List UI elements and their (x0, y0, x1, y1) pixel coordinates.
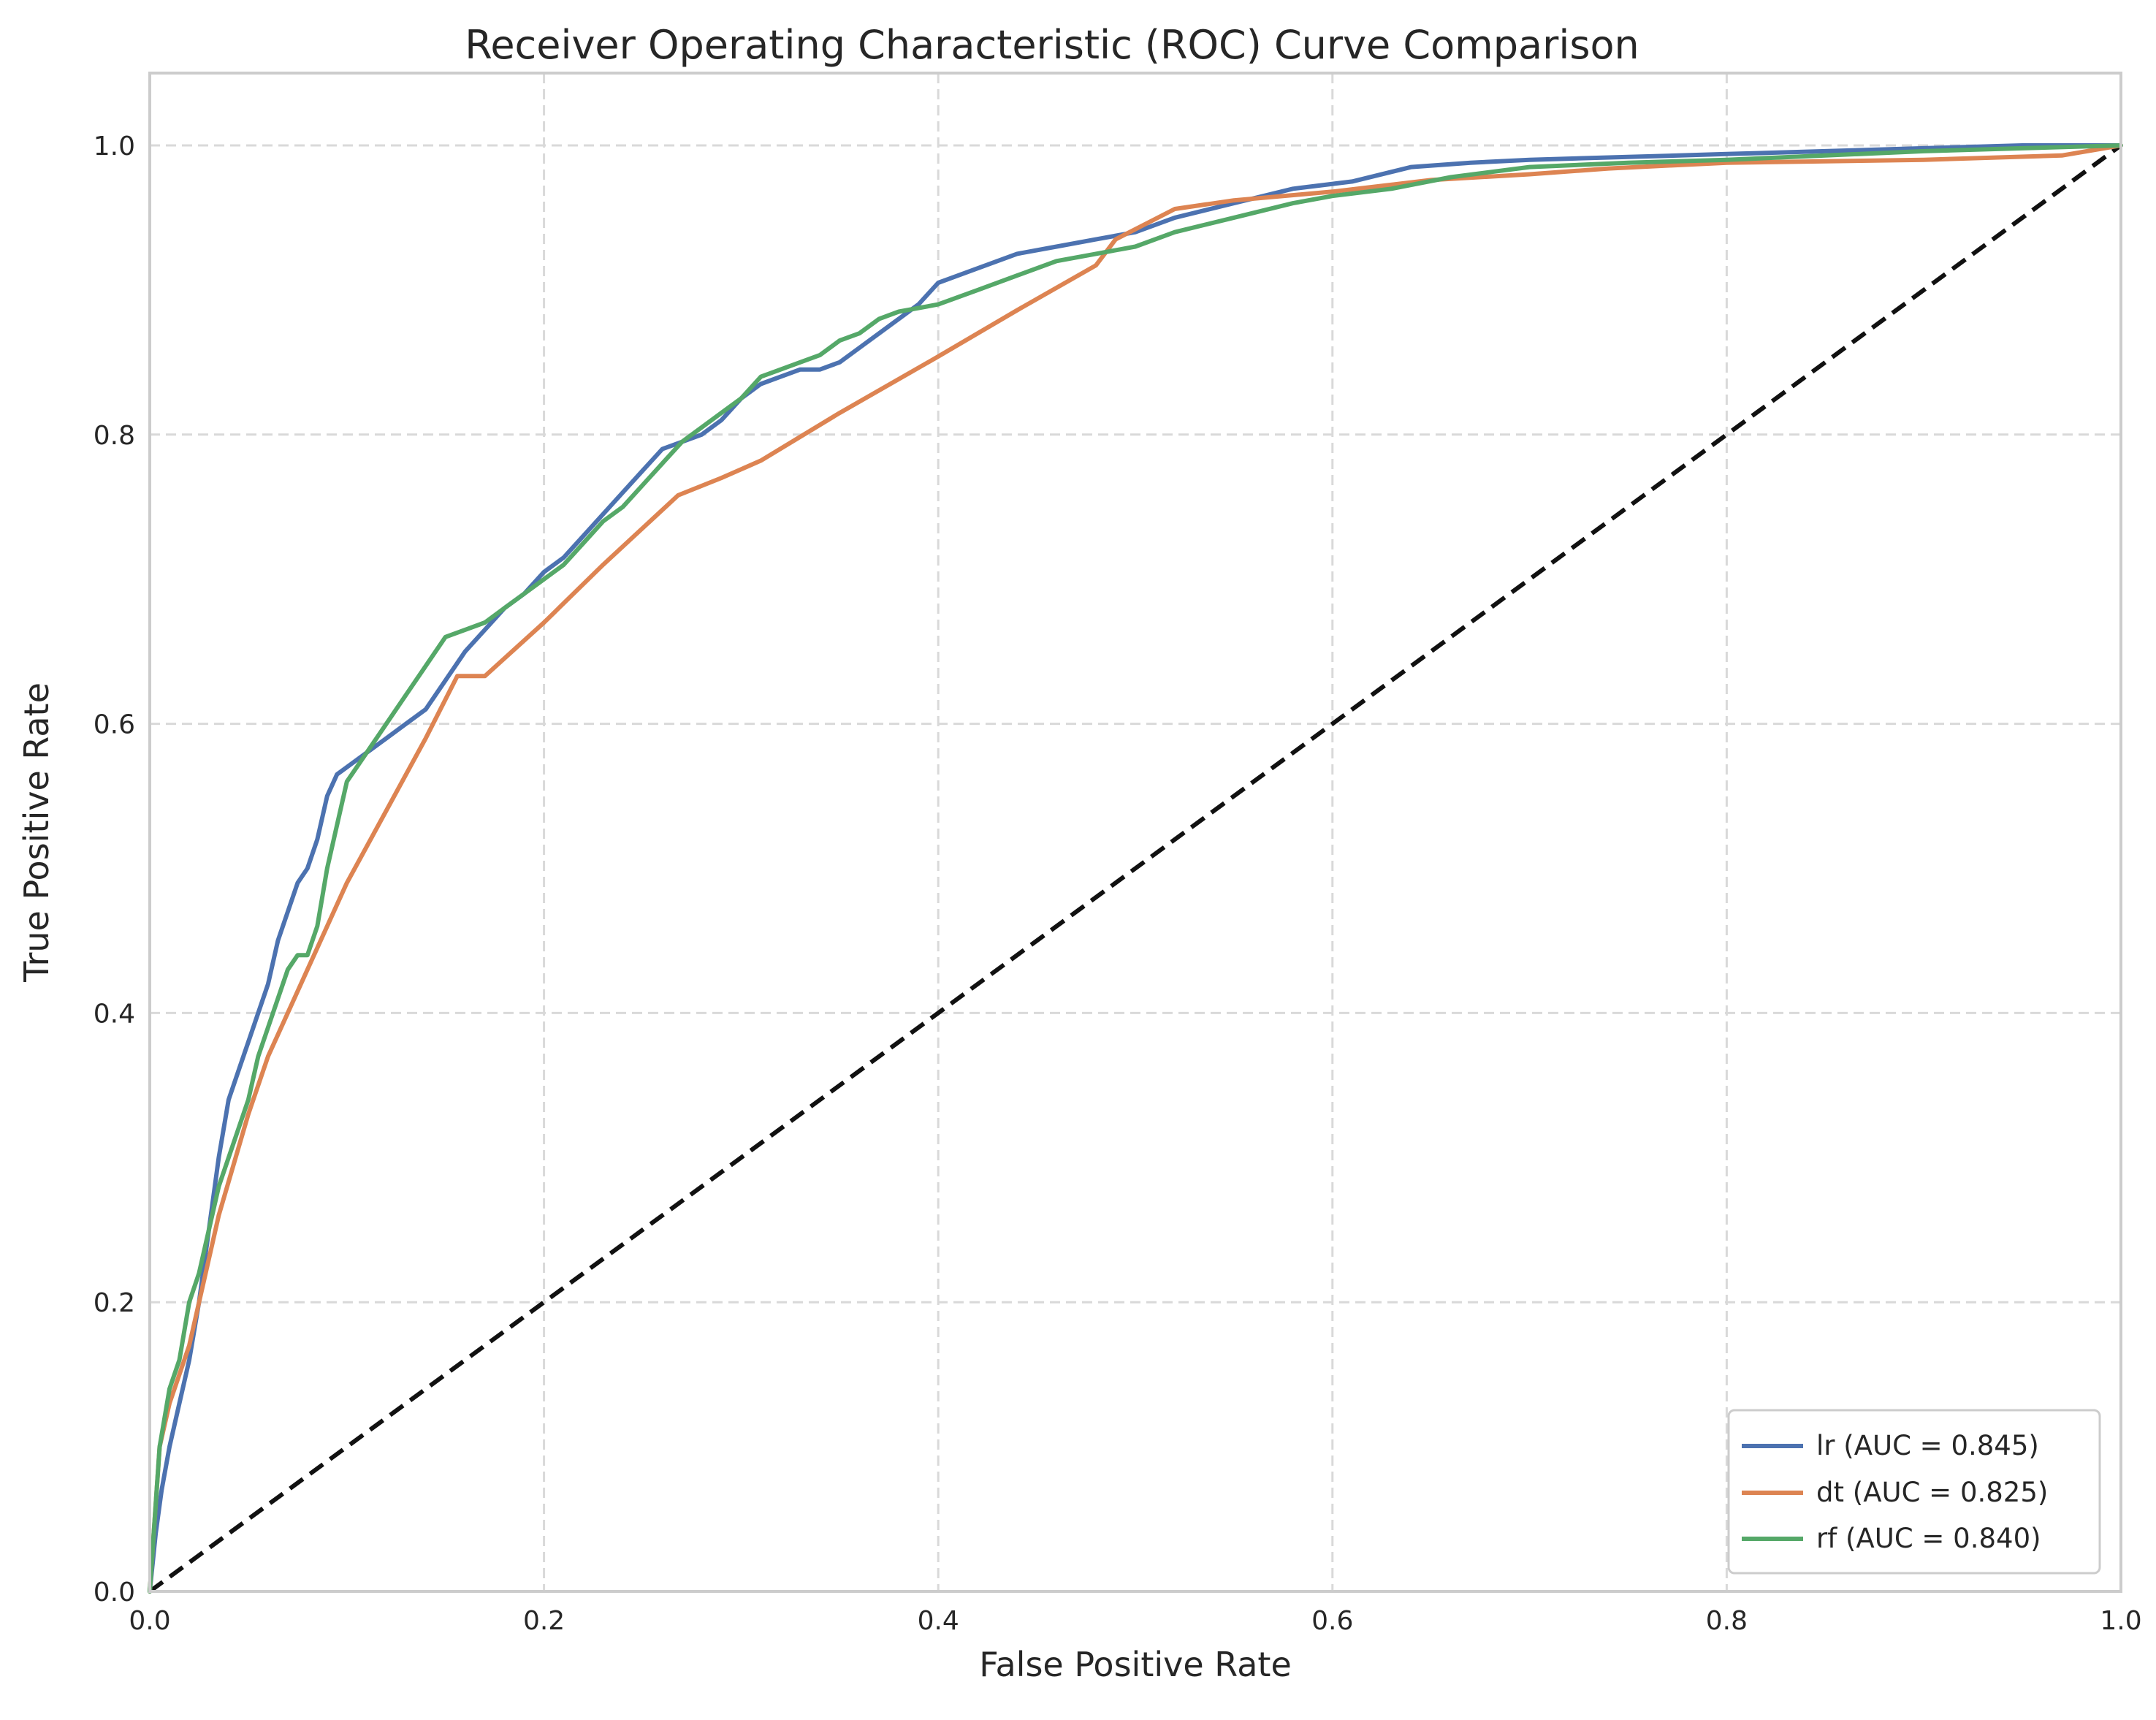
y-tick-label: 1.0 (94, 132, 135, 161)
x-tick-label: 0.2 (523, 1606, 565, 1636)
chart-title: Receiver Operating Characteristic (ROC) … (465, 22, 1639, 68)
legend: lr (AUC = 0.845) dt (AUC = 0.825) rf (AU… (1727, 1409, 2101, 1575)
plot-frame (148, 72, 2122, 1593)
x-tick-label: 1.0 (2100, 1606, 2141, 1636)
x-tick-label: 0.6 (1311, 1606, 1353, 1636)
roc-curve-lr (148, 143, 2123, 1594)
y-axis-ticks: 0.0 0.2 0.4 0.6 0.8 1.0 (94, 132, 135, 1607)
y-tick-label: 0.2 (94, 1288, 135, 1318)
y-tick-label: 0.4 (94, 999, 135, 1029)
roc-curve-rf (148, 143, 2123, 1594)
y-tick-label: 0.6 (94, 710, 135, 740)
x-axis-label: False Positive Rate (979, 1645, 1292, 1684)
y-tick-label: 0.8 (94, 421, 135, 451)
grid-layer (150, 73, 2121, 1591)
x-tick-label: 0.4 (918, 1606, 959, 1636)
y-axis-label: True Positive Rate (17, 682, 56, 983)
x-tick-label: 0.0 (129, 1606, 170, 1636)
legend-box (1727, 1409, 2101, 1575)
x-axis-ticks: 0.0 0.2 0.4 0.6 0.8 1.0 (129, 1606, 2141, 1636)
roc-curve-dt (148, 143, 2123, 1594)
legend-label-rf: rf (AUC = 0.840) (1816, 1523, 2041, 1554)
reference-layer (148, 143, 2122, 1594)
legend-label-lr: lr (AUC = 0.845) (1816, 1430, 2039, 1461)
legend-label-dt: dt (AUC = 0.825) (1816, 1477, 2048, 1508)
x-tick-label: 0.8 (1706, 1606, 1748, 1636)
chance-diagonal-line (148, 143, 2122, 1594)
y-tick-label: 0.0 (94, 1578, 135, 1607)
series-layer (148, 143, 2123, 1594)
